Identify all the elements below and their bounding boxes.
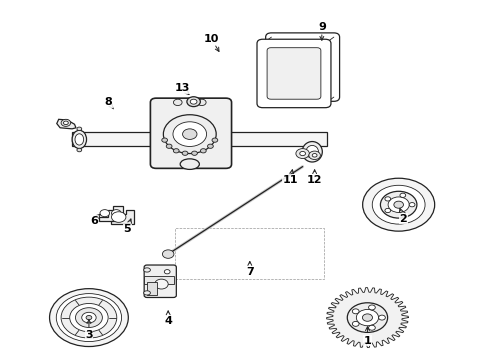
Circle shape xyxy=(309,151,320,159)
Circle shape xyxy=(356,310,379,326)
Polygon shape xyxy=(111,210,134,224)
Ellipse shape xyxy=(112,212,126,222)
Circle shape xyxy=(296,149,309,158)
Circle shape xyxy=(394,201,403,208)
Text: 5: 5 xyxy=(123,224,131,234)
Text: 2: 2 xyxy=(399,214,407,224)
FancyBboxPatch shape xyxy=(150,98,232,168)
Circle shape xyxy=(190,99,197,104)
Circle shape xyxy=(75,308,102,328)
Circle shape xyxy=(82,312,96,323)
Circle shape xyxy=(112,210,121,217)
FancyBboxPatch shape xyxy=(257,39,331,108)
Circle shape xyxy=(86,315,92,320)
Bar xyxy=(72,132,168,147)
Ellipse shape xyxy=(144,291,150,295)
Ellipse shape xyxy=(306,145,318,158)
Text: 7: 7 xyxy=(246,267,254,277)
Circle shape xyxy=(192,151,197,156)
Circle shape xyxy=(173,122,207,147)
Circle shape xyxy=(164,270,170,274)
Circle shape xyxy=(379,315,385,320)
Ellipse shape xyxy=(180,159,199,170)
Circle shape xyxy=(400,212,406,216)
Bar xyxy=(175,228,324,279)
Circle shape xyxy=(173,149,179,153)
Circle shape xyxy=(166,144,172,148)
Circle shape xyxy=(70,303,108,332)
Ellipse shape xyxy=(77,127,82,131)
Circle shape xyxy=(212,138,218,142)
Text: 9: 9 xyxy=(318,22,326,32)
Circle shape xyxy=(372,185,425,224)
Text: 6: 6 xyxy=(90,216,98,226)
Circle shape xyxy=(409,203,415,207)
Ellipse shape xyxy=(144,268,150,272)
Polygon shape xyxy=(327,288,408,348)
Bar xyxy=(144,276,174,284)
Bar xyxy=(147,282,157,295)
Ellipse shape xyxy=(197,99,206,105)
Circle shape xyxy=(100,210,110,217)
Text: 8: 8 xyxy=(104,98,112,107)
Circle shape xyxy=(61,119,71,126)
Circle shape xyxy=(368,325,375,330)
Circle shape xyxy=(163,115,216,153)
Circle shape xyxy=(312,154,317,157)
Circle shape xyxy=(352,309,359,314)
Text: 10: 10 xyxy=(204,34,219,44)
Ellipse shape xyxy=(173,99,182,105)
Bar xyxy=(216,132,327,147)
Text: 11: 11 xyxy=(283,175,298,185)
Ellipse shape xyxy=(75,134,84,145)
Circle shape xyxy=(368,305,375,310)
Circle shape xyxy=(56,294,122,342)
Circle shape xyxy=(162,250,174,258)
Circle shape xyxy=(64,121,68,125)
Circle shape xyxy=(208,144,213,148)
Text: 3: 3 xyxy=(85,330,93,340)
FancyBboxPatch shape xyxy=(266,33,340,101)
Circle shape xyxy=(182,151,188,156)
Circle shape xyxy=(200,149,206,153)
Polygon shape xyxy=(57,119,76,129)
Ellipse shape xyxy=(77,148,82,152)
Ellipse shape xyxy=(302,141,322,162)
Text: 12: 12 xyxy=(307,175,322,185)
Circle shape xyxy=(363,314,372,321)
Circle shape xyxy=(162,138,168,142)
Polygon shape xyxy=(98,207,122,221)
Text: 4: 4 xyxy=(164,316,172,326)
Ellipse shape xyxy=(72,130,87,149)
Circle shape xyxy=(385,197,391,201)
Circle shape xyxy=(400,193,406,197)
Circle shape xyxy=(388,197,409,212)
Circle shape xyxy=(347,303,388,332)
Circle shape xyxy=(183,129,197,139)
Circle shape xyxy=(385,208,391,213)
Circle shape xyxy=(352,321,359,326)
Circle shape xyxy=(49,289,128,347)
Text: 13: 13 xyxy=(175,83,190,93)
Circle shape xyxy=(187,97,200,107)
Circle shape xyxy=(300,152,305,156)
Circle shape xyxy=(380,191,417,218)
Circle shape xyxy=(363,178,435,231)
Circle shape xyxy=(61,297,117,338)
Circle shape xyxy=(155,279,168,289)
Text: 1: 1 xyxy=(364,336,371,346)
FancyBboxPatch shape xyxy=(144,265,176,297)
FancyBboxPatch shape xyxy=(267,48,321,99)
